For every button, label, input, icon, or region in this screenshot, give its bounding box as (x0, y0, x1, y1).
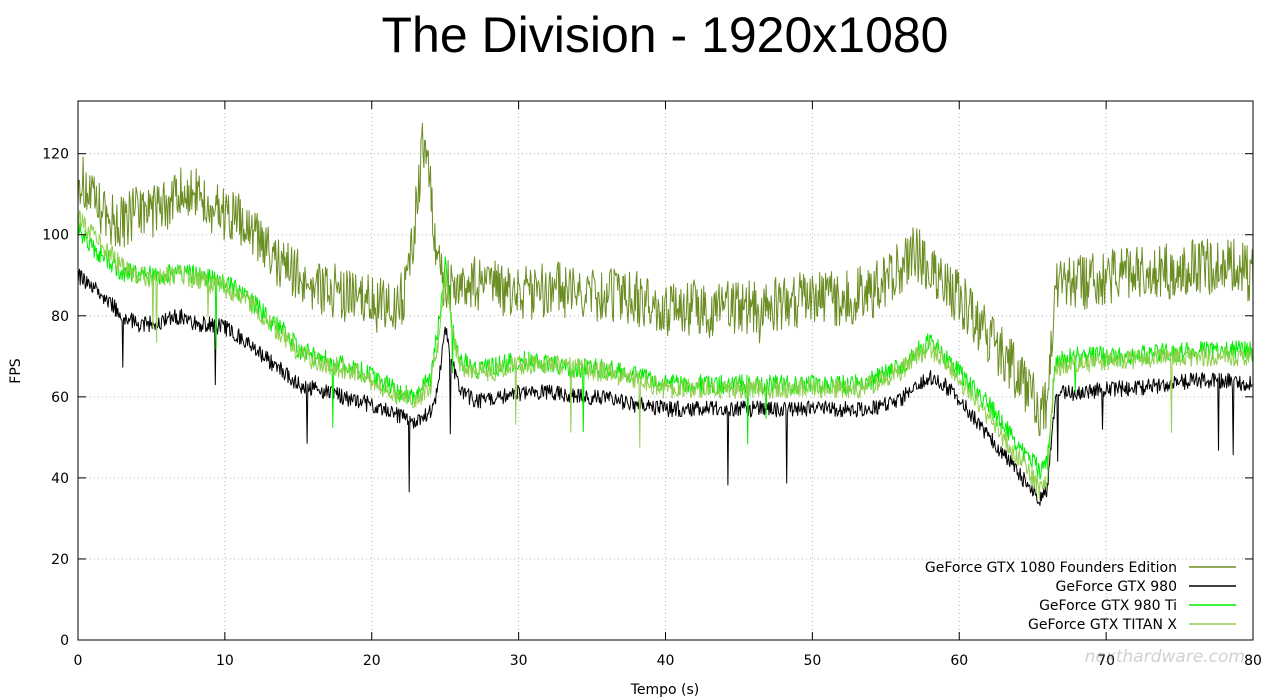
x-tick-label: 50 (803, 653, 821, 669)
y-tick-label: 20 (51, 552, 69, 568)
y-tick-label: 100 (42, 228, 69, 244)
legend-label: GeForce GTX TITAN X (1028, 617, 1177, 633)
y-axis-label: FPS (8, 358, 24, 383)
y-tick-label: 40 (51, 471, 69, 487)
watermark-text: nexthardware.com (1085, 647, 1245, 667)
legend-label: GeForce GTX 1080 Founders Edition (925, 560, 1177, 576)
y-tick-label: 60 (51, 390, 69, 406)
x-tick-label: 20 (363, 653, 381, 669)
chart-title: The Division - 1920x1080 (382, 7, 949, 63)
x-tick-label: 60 (950, 653, 968, 669)
legend-label: GeForce GTX 980 (1056, 579, 1177, 595)
x-tick-label: 40 (657, 653, 675, 669)
y-tick-label: 120 (42, 147, 69, 163)
watermark: nexthardware.com (1085, 647, 1245, 667)
y-tick-label: 0 (60, 633, 69, 649)
x-tick-label: 80 (1244, 653, 1262, 669)
x-tick-label: 0 (74, 653, 83, 669)
y-tick-label: 80 (51, 309, 69, 325)
x-axis-label: Tempo (s) (630, 682, 700, 698)
legend-label: GeForce GTX 980 Ti (1039, 598, 1177, 614)
x-tick-label: 10 (216, 653, 234, 669)
x-tick-label: 30 (510, 653, 528, 669)
